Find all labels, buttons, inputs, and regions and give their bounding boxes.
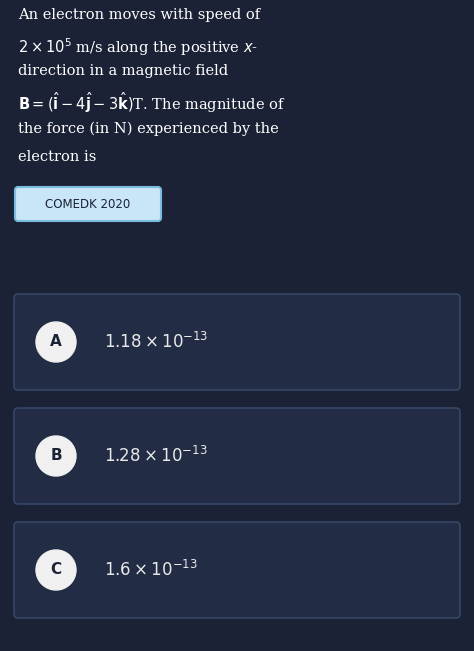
Text: electron is: electron is xyxy=(18,150,96,164)
Text: $1.28 \times 10^{-13}$: $1.28 \times 10^{-13}$ xyxy=(104,446,208,466)
Text: A: A xyxy=(50,335,62,350)
Text: B: B xyxy=(50,449,62,464)
Text: direction in a magnetic field: direction in a magnetic field xyxy=(18,64,228,78)
Text: COMEDK 2020: COMEDK 2020 xyxy=(46,197,131,210)
Text: $\mathbf{B} = (\hat{\mathbf{i}} - 4\hat{\mathbf{j}} - 3\hat{\mathbf{k}})$T. The : $\mathbf{B} = (\hat{\mathbf{i}} - 4\hat{… xyxy=(18,90,285,115)
FancyBboxPatch shape xyxy=(14,522,460,618)
FancyBboxPatch shape xyxy=(14,408,460,504)
Text: $1.6 \times 10^{-13}$: $1.6 \times 10^{-13}$ xyxy=(104,560,198,580)
Circle shape xyxy=(36,322,76,362)
Text: $2 \times 10^5$ m/s along the positive $x$-: $2 \times 10^5$ m/s along the positive $… xyxy=(18,36,258,58)
FancyBboxPatch shape xyxy=(14,294,460,390)
Circle shape xyxy=(36,550,76,590)
Text: $1.18 \times 10^{-13}$: $1.18 \times 10^{-13}$ xyxy=(104,332,209,352)
Text: the force (in N) experienced by the: the force (in N) experienced by the xyxy=(18,122,279,137)
Text: An electron moves with speed of: An electron moves with speed of xyxy=(18,8,260,22)
Text: C: C xyxy=(50,562,62,577)
FancyBboxPatch shape xyxy=(15,187,161,221)
Circle shape xyxy=(36,436,76,476)
